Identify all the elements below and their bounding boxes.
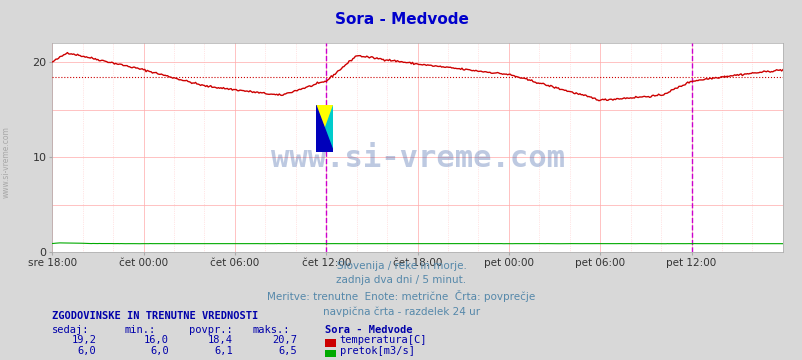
Text: temperatura[C]: temperatura[C] <box>339 335 427 345</box>
Text: 6,1: 6,1 <box>214 346 233 356</box>
Polygon shape <box>315 105 333 152</box>
Text: maks.:: maks.: <box>253 325 290 335</box>
Text: 19,2: 19,2 <box>71 335 96 345</box>
Text: www.si-vreme.com: www.si-vreme.com <box>2 126 11 198</box>
Text: Slovenija / reke in morje.
zadnja dva dni / 5 minut.
Meritve: trenutne  Enote: m: Slovenija / reke in morje. zadnja dva dn… <box>267 261 535 317</box>
Text: 20,7: 20,7 <box>272 335 297 345</box>
Text: sedaj:: sedaj: <box>52 325 90 335</box>
Text: 6,0: 6,0 <box>150 346 168 356</box>
Polygon shape <box>315 105 333 152</box>
Polygon shape <box>315 105 333 152</box>
Text: www.si-vreme.com: www.si-vreme.com <box>270 144 564 172</box>
Text: Sora - Medvode: Sora - Medvode <box>325 325 412 335</box>
Text: 18,4: 18,4 <box>208 335 233 345</box>
Text: 6,5: 6,5 <box>278 346 297 356</box>
Text: 6,0: 6,0 <box>78 346 96 356</box>
Text: pretok[m3/s]: pretok[m3/s] <box>339 346 414 356</box>
Text: Sora - Medvode: Sora - Medvode <box>334 12 468 27</box>
Text: povpr.:: povpr.: <box>188 325 232 335</box>
Text: ZGODOVINSKE IN TRENUTNE VREDNOSTI: ZGODOVINSKE IN TRENUTNE VREDNOSTI <box>52 311 258 321</box>
Text: min.:: min.: <box>124 325 156 335</box>
Text: 16,0: 16,0 <box>144 335 168 345</box>
